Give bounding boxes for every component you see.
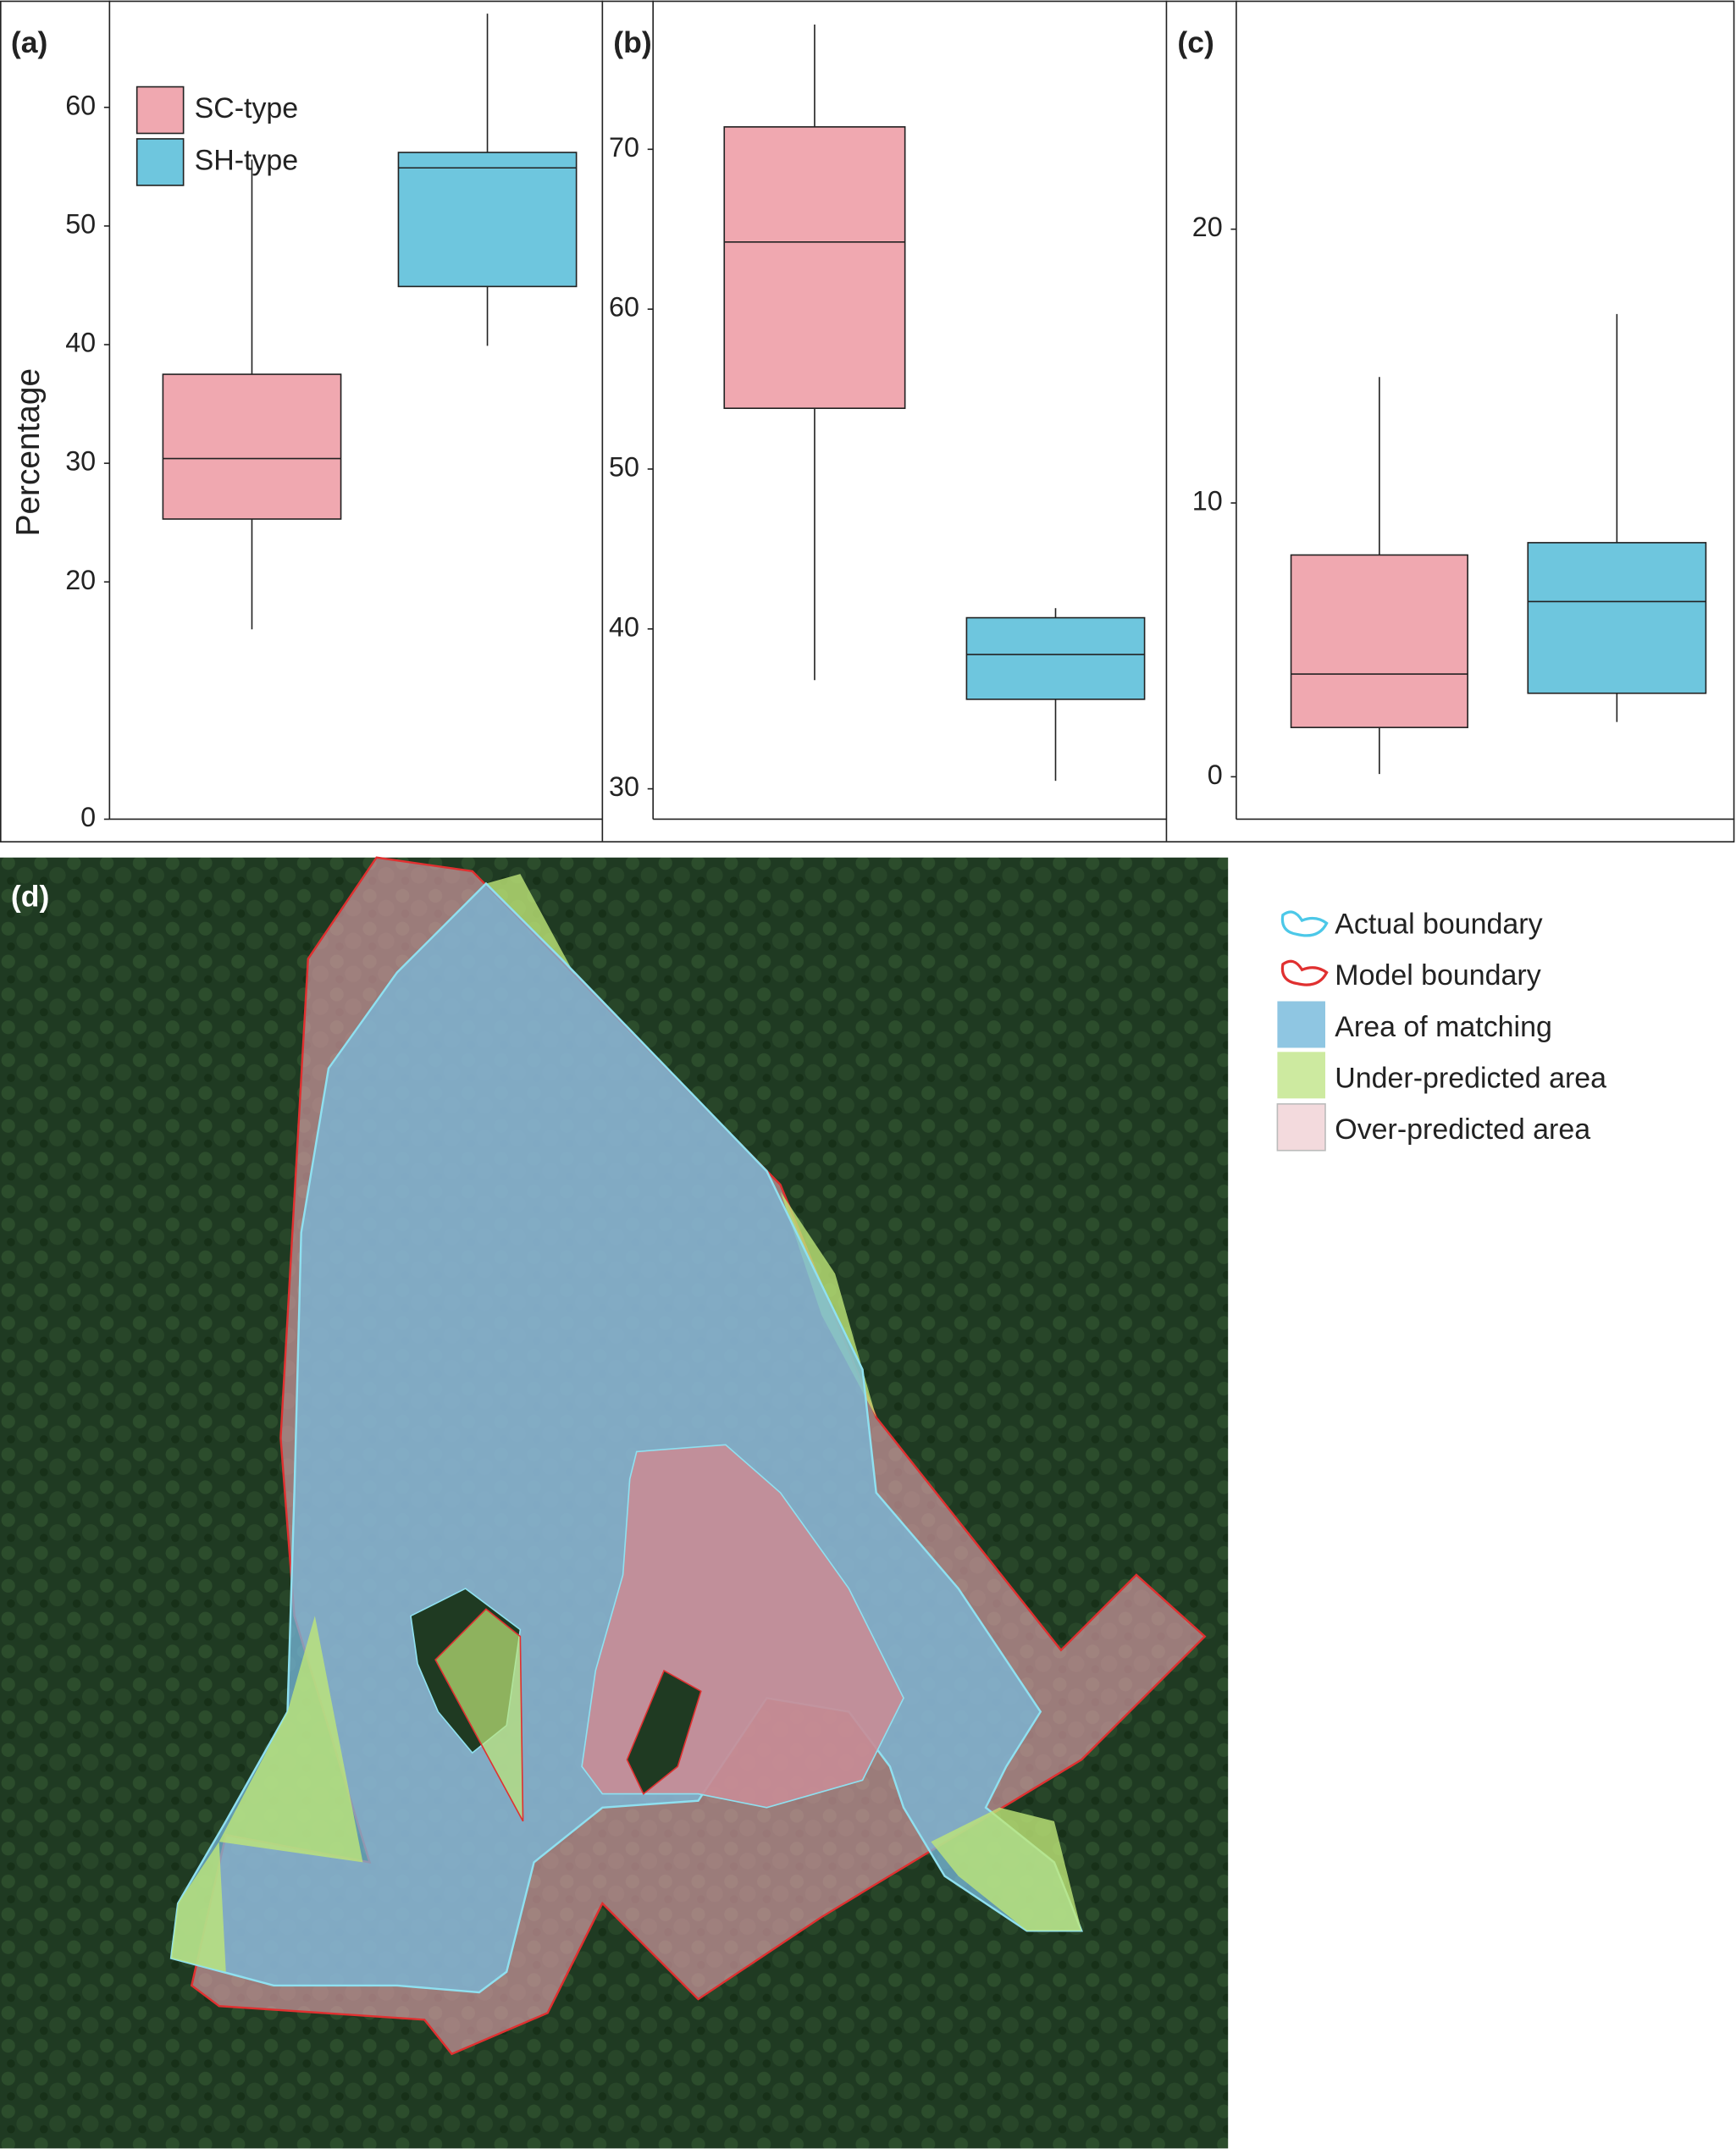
y-tick-label: 20 <box>65 565 96 595</box>
y-tick-label: 0 <box>1208 760 1223 790</box>
under-predicted <box>218 1616 363 1863</box>
panel-label: (c) <box>1177 25 1214 59</box>
box <box>723 126 906 410</box>
legend-swatch <box>135 86 185 135</box>
legend-label: Actual boundary <box>1335 909 1542 941</box>
legend-label: Over-predicted area <box>1335 1113 1590 1146</box>
y-tick-label: 40 <box>609 611 639 642</box>
box <box>397 152 578 288</box>
y-tick-label: 70 <box>609 132 639 163</box>
legend-swatch <box>1277 1001 1325 1048</box>
panel-label: (b) <box>613 25 651 59</box>
legend-label: Area of matching <box>1335 1011 1552 1043</box>
y-tick-label: 50 <box>65 208 96 239</box>
legend-icon <box>1280 910 1329 937</box>
box <box>1290 554 1468 728</box>
legend-swatch <box>135 138 185 186</box>
legend-label: SC-type <box>195 92 299 124</box>
y-tick-label: 10 <box>1192 486 1223 517</box>
legend-swatch <box>1277 1052 1325 1099</box>
y-tick-label: 20 <box>1192 212 1223 242</box>
y-tick-label: 30 <box>609 771 639 802</box>
box <box>162 373 342 520</box>
frame <box>0 0 1735 842</box>
legend-label: Under-predicted area <box>1335 1062 1606 1094</box>
hole <box>626 1669 702 1795</box>
y-tick-label: 40 <box>65 328 96 358</box>
y-tick-label: 50 <box>609 451 639 482</box>
box <box>965 616 1146 700</box>
y-tick-label: 0 <box>80 802 96 832</box>
legend-icon <box>1280 959 1329 986</box>
y-axis-label: Percentage <box>10 368 47 536</box>
panel-label: (a) <box>11 25 47 59</box>
y-tick-label: 60 <box>65 90 96 120</box>
box <box>1527 542 1707 694</box>
map-legend: Actual boundary Model boundary Area of mat… <box>1276 909 1606 1152</box>
panel-label: (d) <box>11 880 49 914</box>
under-predicted <box>171 1842 226 1972</box>
legend-swatch <box>1276 1102 1326 1152</box>
y-tick-label: 60 <box>609 292 639 323</box>
under-predicted <box>931 1807 1082 1931</box>
y-tick-label: 30 <box>65 446 96 477</box>
under-predicted <box>434 1608 524 1822</box>
legend-label: SH-type <box>195 144 299 176</box>
map: (d) <box>0 856 1229 2149</box>
legend-label: Model boundary <box>1335 959 1540 992</box>
